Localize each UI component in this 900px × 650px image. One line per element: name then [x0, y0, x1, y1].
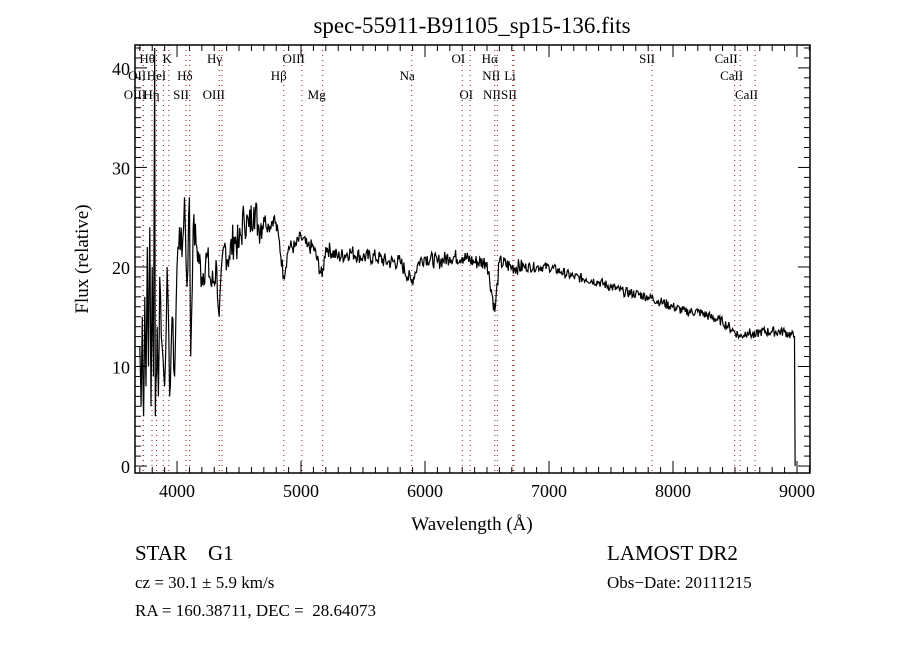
- line-marker-label: Hη: [143, 87, 159, 102]
- line-marker-label: Li: [504, 68, 516, 83]
- line-marker-label: Hδ: [177, 68, 193, 83]
- y-axis-label: Flux (relative): [72, 204, 93, 313]
- line-marker-label: Hθ: [139, 51, 155, 66]
- line-marker-label: NII: [482, 68, 500, 83]
- coordinates: RA = 160.38711, DEC = 28.64073: [135, 601, 376, 620]
- x-tick-label: 9000: [779, 481, 815, 501]
- line-marker-label: SII: [639, 51, 655, 66]
- plot-frame: [134, 44, 811, 474]
- line-marker-label: OIII: [282, 51, 304, 66]
- line-marker-label: OII: [128, 68, 146, 83]
- spectrum-line: [139, 47, 796, 467]
- x-tick-label: 7000: [531, 481, 567, 501]
- line-marker-label: OI: [459, 87, 473, 102]
- line-marker-label: OIII: [124, 87, 146, 102]
- x-tick-label: 8000: [655, 481, 691, 501]
- chart-title: spec-55911-B91105_sp15-136.fits: [313, 13, 630, 38]
- line-marker-label: Hβ: [271, 68, 287, 83]
- line-marker-label: SII: [173, 87, 189, 102]
- line-marker-label: CaII: [715, 51, 738, 66]
- object-class: STAR G1: [135, 541, 234, 565]
- line-marker-label: Hγ: [207, 51, 222, 66]
- survey-name: LAMOST DR2: [607, 541, 738, 565]
- line-marker-label: NIISII: [483, 87, 517, 102]
- x-tick-label: 5000: [283, 481, 319, 501]
- line-marker-label: HeI: [147, 68, 167, 83]
- line-marker-label: OIII: [203, 87, 225, 102]
- line-marker-label: CaII: [720, 68, 743, 83]
- line-marker-label: Hα: [482, 51, 498, 66]
- y-tick-label: 0: [121, 457, 130, 477]
- y-tick-label: 10: [112, 357, 130, 377]
- y-tick-label: 20: [112, 258, 130, 278]
- x-tick-label: 4000: [159, 481, 195, 501]
- line-marker-label: CaII: [735, 87, 758, 102]
- line-marker-label: Mg: [308, 87, 327, 102]
- x-tick-label: 6000: [407, 481, 443, 501]
- redshift-velocity: cz = 30.1 ± 5.9 km/s: [135, 573, 275, 592]
- line-marker-label: OI: [451, 51, 465, 66]
- line-marker-label: Na: [400, 68, 415, 83]
- line-marker-label: K: [162, 51, 172, 66]
- x-axis-label: Wavelength (Å): [411, 514, 532, 535]
- observation-date: Obs−Date: 20111215: [607, 573, 752, 592]
- y-tick-label: 40: [112, 59, 130, 79]
- y-tick-label: 30: [112, 158, 130, 178]
